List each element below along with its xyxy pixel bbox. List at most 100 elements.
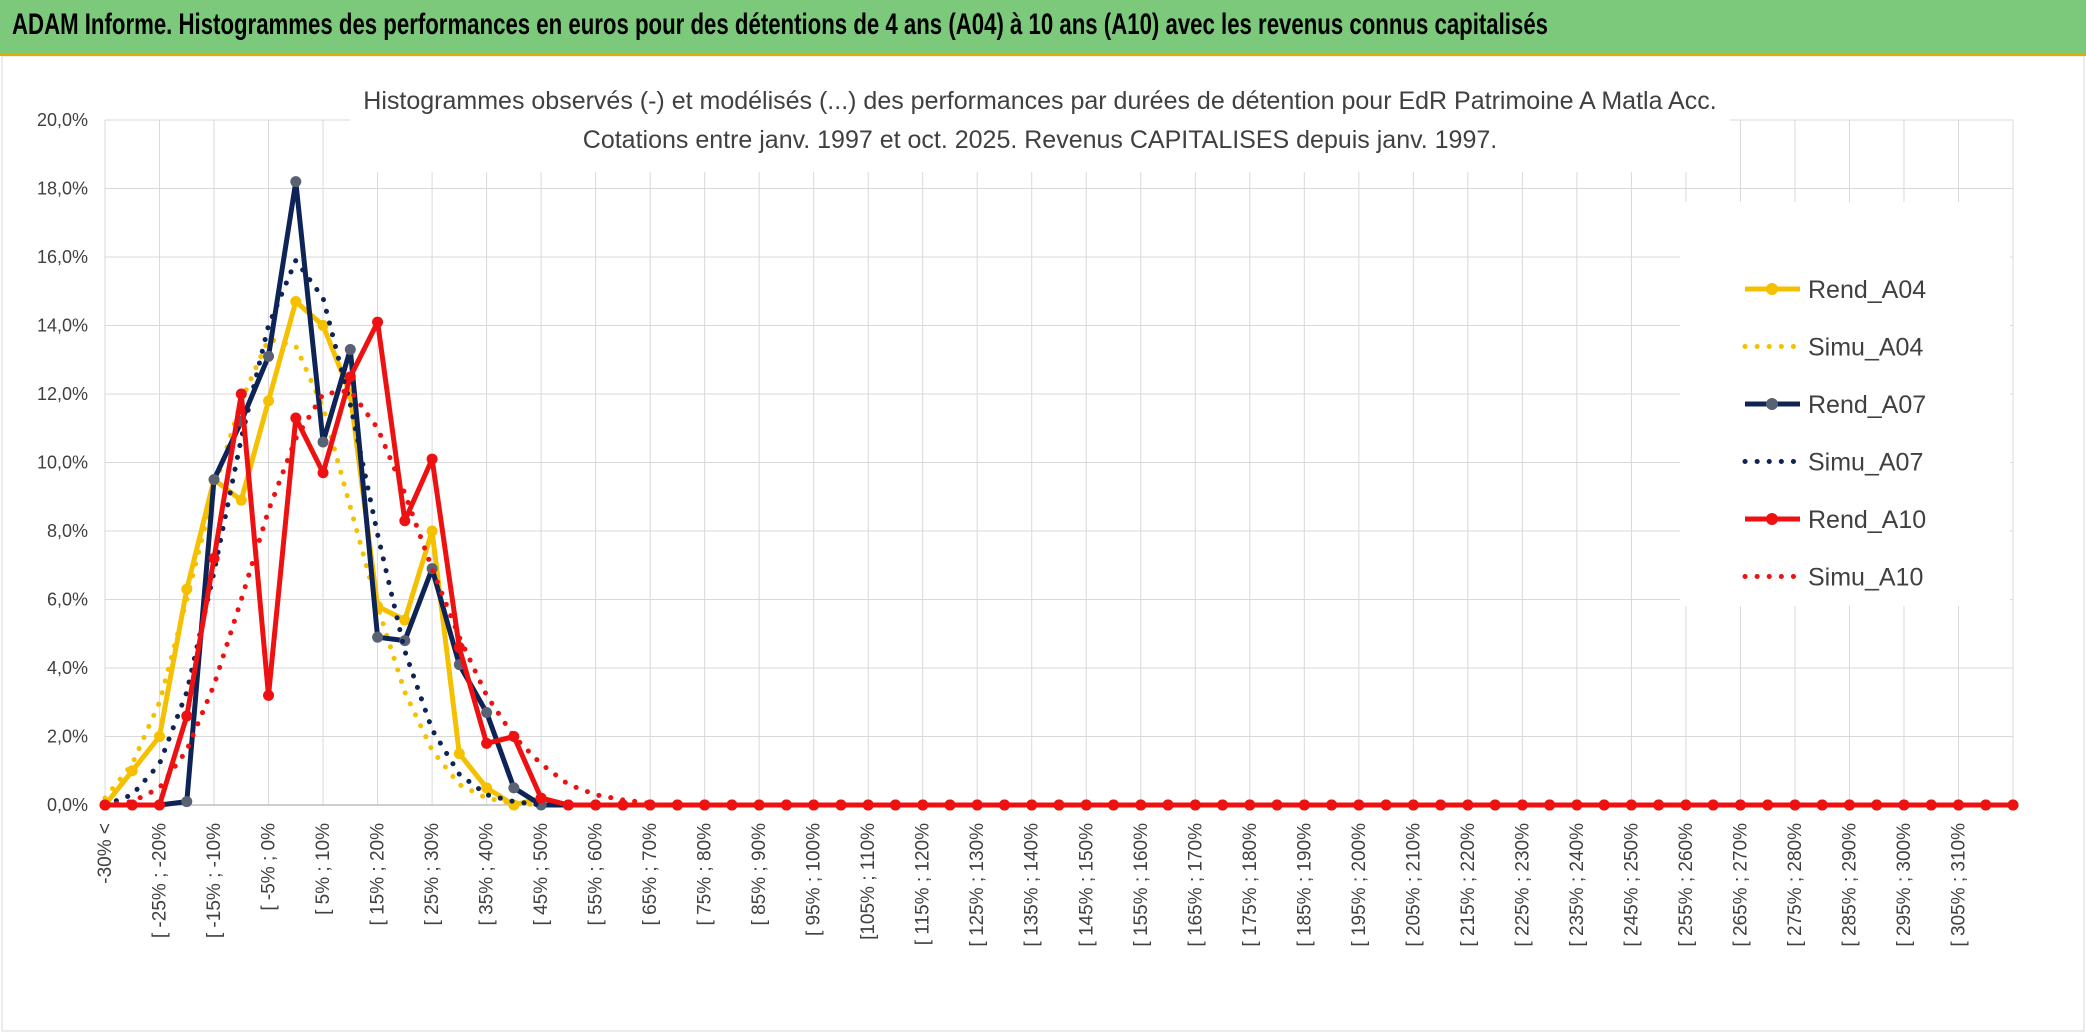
x-tick-label: [ 235% ; 240% — [1567, 823, 1588, 947]
data-point — [1816, 799, 1828, 811]
legend-label: Simu_A07 — [1808, 449, 1923, 477]
x-tick-label: [ 295% ; 300% — [1894, 823, 1915, 947]
data-point — [181, 796, 193, 808]
data-point — [481, 737, 493, 749]
data-point — [372, 316, 384, 328]
y-tick-label: 2,0% — [47, 727, 88, 747]
data-point — [1734, 799, 1746, 811]
data-point — [726, 799, 738, 811]
data-point — [971, 799, 983, 811]
data-point — [917, 799, 929, 811]
data-point — [1353, 799, 1365, 811]
x-tick-label: [ 175% ; 180% — [1240, 823, 1261, 947]
data-point — [453, 748, 465, 760]
data-point — [426, 525, 438, 537]
x-tick-label: [ 155% ; 160% — [1131, 823, 1152, 947]
data-point — [453, 641, 465, 653]
x-tick-label: [ 5% ; 10% — [313, 823, 334, 915]
data-point — [1843, 799, 1855, 811]
data-point — [1462, 799, 1474, 811]
data-point — [317, 320, 329, 331]
data-point — [154, 731, 166, 742]
report-header: ADAM Informe. Histogrammes des performan… — [0, 0, 2086, 56]
chart-subtitle: Cotations entre janv. 1997 et oct. 2025.… — [583, 126, 1497, 154]
data-point — [1762, 799, 1774, 811]
x-tick-label: [ 65% ; 70% — [640, 823, 661, 926]
data-point — [426, 453, 438, 465]
data-point — [290, 412, 302, 424]
data-point — [317, 436, 329, 448]
data-point — [508, 782, 520, 794]
data-point — [1026, 799, 1038, 811]
x-tick-label: [ -5% ; 0% — [259, 823, 280, 911]
data-point — [1571, 799, 1583, 811]
data-point — [753, 799, 765, 811]
y-tick-label: 18,0% — [37, 179, 88, 199]
x-tick-label: [ 305% ; 310% — [1948, 823, 1969, 947]
data-point — [235, 388, 247, 400]
x-tick-label: [ 135% ; 140% — [1022, 823, 1043, 947]
legend-label: Rend_A04 — [1808, 276, 1926, 304]
data-point — [317, 467, 329, 479]
x-tick-label: [ 95% ; 100% — [804, 823, 825, 936]
series-line-Simu_A07 — [102, 257, 544, 808]
x-tick-label: [ 35% ; 40% — [477, 823, 498, 926]
data-point — [1326, 799, 1338, 811]
legend-label: Rend_A10 — [1808, 506, 1926, 534]
data-point — [1980, 799, 1992, 811]
data-point — [1435, 799, 1447, 811]
x-tick-label: [ 215% ; 220% — [1458, 823, 1479, 947]
data-point — [290, 176, 302, 188]
x-tick-label: [ 185% ; 190% — [1294, 823, 1315, 947]
x-tick-label: [ -15% ; -10% — [204, 823, 225, 938]
data-point — [1925, 799, 1937, 811]
y-tick-label: 10,0% — [37, 453, 88, 473]
data-point — [181, 710, 193, 722]
y-tick-label: 4,0% — [47, 658, 88, 678]
series-line-Simu_A04 — [102, 336, 544, 808]
data-point — [617, 799, 629, 811]
data-point — [1162, 799, 1174, 811]
data-point — [1516, 799, 1528, 811]
x-tick-label: [ 225% ; 230% — [1512, 823, 1533, 947]
x-tick-label: [ 265% ; 270% — [1730, 823, 1751, 947]
x-tick-label: [ 275% ; 280% — [1785, 823, 1806, 947]
legend-label: Rend_A07 — [1808, 391, 1926, 419]
data-point — [344, 343, 356, 355]
data-point — [399, 614, 411, 626]
y-tick-label: 6,0% — [47, 590, 88, 610]
x-axis: -30% < [ -25% ; -20% [ -15% ; -10% [ -5% ; … — [95, 823, 1969, 947]
data-point — [590, 799, 602, 811]
legend-label: Simu_A04 — [1808, 334, 1923, 362]
y-axis: 0,0% 2,0% 4,0% 6,0% 8,0% 10,0% 12,0% 14,0% 16,0%… — [37, 110, 88, 815]
x-tick-label: [ 245% ; 250% — [1621, 823, 1642, 947]
series-layer — [99, 176, 2019, 811]
data-point — [1871, 799, 1883, 811]
data-point — [1244, 799, 1256, 811]
data-point — [1189, 799, 1201, 811]
legend: Rend_A04 Simu_A04 Rend_A07 Simu_A07 Rend_A10… — [1742, 276, 1926, 592]
data-point — [862, 799, 874, 811]
data-point — [1489, 799, 1501, 811]
x-tick-label: [ 205% ; 210% — [1403, 823, 1424, 947]
data-point — [889, 799, 901, 811]
data-point — [1598, 799, 1610, 811]
data-point — [808, 799, 820, 811]
x-tick-label: [105% ; 110% — [858, 823, 879, 940]
x-tick-label: [ 255% ; 260% — [1676, 823, 1697, 947]
x-tick-label: [ 85% ; 90% — [749, 823, 770, 926]
x-tick-label: [ 15% ; 20% — [368, 823, 389, 926]
x-tick-label: -30% < — [95, 823, 116, 884]
y-tick-label: 20,0% — [37, 110, 88, 130]
x-tick-label: [ 145% ; 150% — [1076, 823, 1097, 947]
data-point — [1108, 799, 1120, 811]
data-point — [1952, 799, 1964, 811]
data-point — [481, 782, 493, 794]
data-point — [835, 799, 847, 811]
data-point — [1898, 799, 1910, 811]
data-point — [998, 799, 1010, 811]
data-point — [671, 799, 683, 811]
y-tick-label: 14,0% — [37, 316, 88, 336]
data-point — [944, 799, 956, 811]
data-point — [235, 494, 247, 506]
